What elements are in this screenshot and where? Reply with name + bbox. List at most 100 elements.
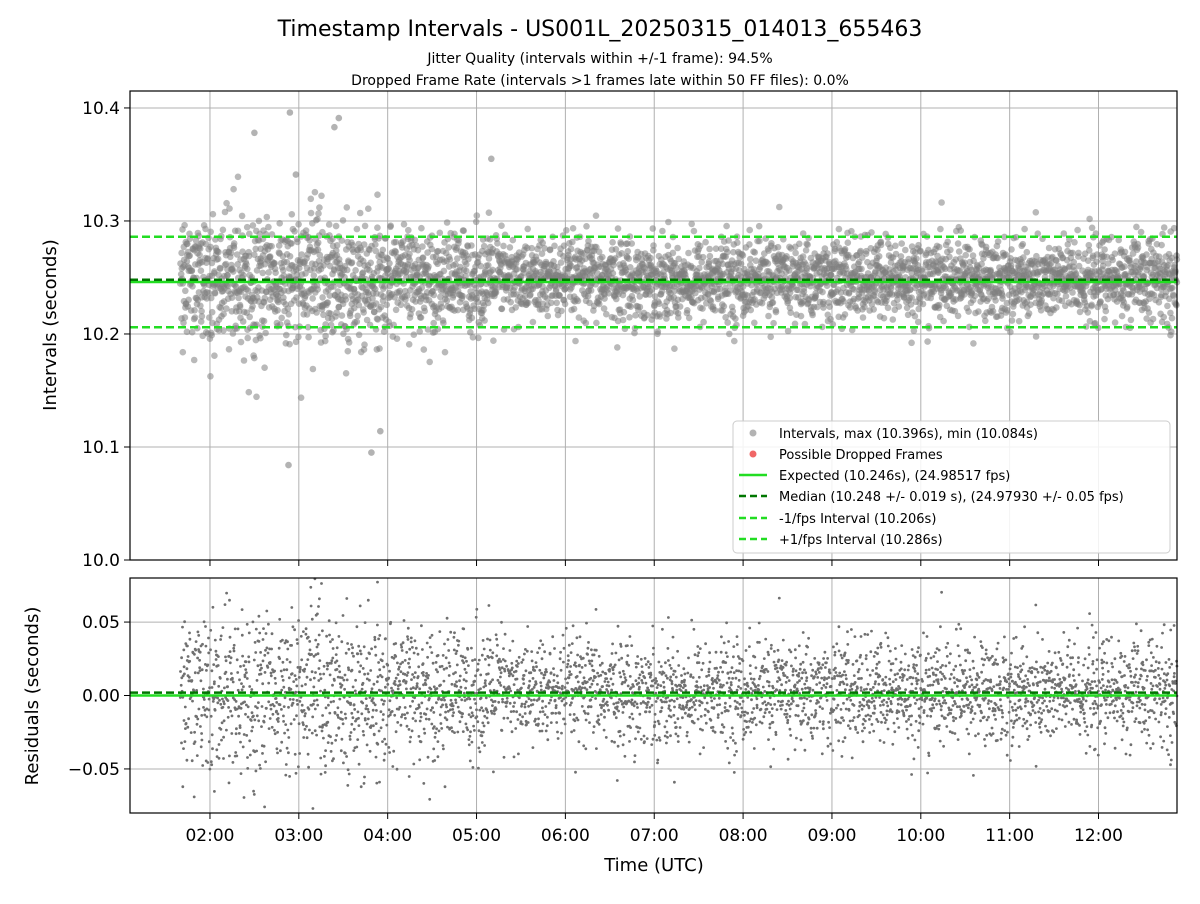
residual-point — [324, 764, 327, 767]
residual-point — [348, 773, 351, 776]
residual-point — [376, 743, 379, 746]
residual-point — [242, 746, 245, 749]
interval-point — [1086, 247, 1093, 254]
residual-point — [321, 714, 324, 717]
residual-point — [211, 669, 214, 672]
interval-point — [842, 311, 849, 318]
interval-point — [626, 314, 633, 321]
interval-point — [796, 241, 803, 248]
residual-point — [188, 660, 191, 663]
residual-point — [187, 717, 190, 720]
interval-point — [244, 335, 251, 342]
residual-point — [248, 685, 251, 688]
interval-point — [246, 314, 253, 321]
residual-point — [222, 757, 225, 760]
interval-point — [700, 254, 707, 261]
residual-point — [308, 708, 311, 711]
residual-point — [240, 682, 243, 685]
residual-point — [312, 686, 315, 689]
residual-point — [267, 700, 270, 703]
interval-extreme-point — [287, 109, 294, 116]
interval-point — [1071, 239, 1078, 246]
residual-point — [398, 680, 401, 683]
residual-point — [245, 734, 248, 737]
interval-point — [628, 240, 635, 247]
interval-point — [490, 337, 497, 344]
residual-point — [365, 704, 368, 707]
residual-point — [229, 710, 232, 713]
residual-point — [387, 677, 390, 680]
interval-point — [208, 332, 215, 339]
residual-point — [306, 736, 309, 739]
residual-point — [350, 731, 353, 734]
interval-point — [1150, 316, 1157, 323]
residual-point — [230, 732, 233, 735]
interval-point — [773, 309, 780, 316]
residual-point — [298, 670, 301, 673]
interval-point — [734, 239, 741, 246]
residual-point — [212, 700, 215, 703]
residual-point — [345, 652, 348, 655]
residual-point — [294, 753, 297, 756]
residual-point — [405, 680, 408, 683]
interval-point — [826, 303, 833, 310]
residual-point — [311, 618, 314, 621]
residual-point — [361, 688, 364, 691]
interval-point — [970, 340, 977, 347]
interval-point — [339, 237, 346, 244]
interval-point — [1128, 317, 1135, 324]
residual-point — [407, 671, 410, 674]
residual-point — [210, 760, 213, 763]
residual-point — [357, 711, 360, 714]
intervals-y-axis-label: Intervals (seconds) — [40, 239, 61, 411]
residual-point — [290, 644, 293, 647]
interval-point — [962, 252, 969, 259]
interval-point — [785, 328, 792, 335]
interval-point — [226, 346, 233, 353]
residual-point — [374, 703, 377, 706]
interval-point — [770, 299, 777, 306]
interval-extreme-point — [293, 171, 300, 178]
residual-point — [247, 705, 250, 708]
interval-point — [1086, 216, 1093, 223]
legend-label-dropped: Possible Dropped Frames — [779, 448, 943, 463]
residual-point — [318, 659, 321, 662]
interval-point — [333, 223, 340, 230]
residual-point — [303, 709, 306, 712]
interval-point — [1033, 333, 1040, 340]
residual-point — [257, 664, 260, 667]
residual-point — [302, 736, 305, 739]
residual-point — [380, 710, 383, 713]
residual-point — [326, 721, 329, 724]
residual-point — [412, 717, 415, 720]
interval-point — [295, 221, 302, 228]
interval-point — [230, 186, 237, 193]
residual-point — [233, 644, 236, 647]
residual-point — [425, 683, 428, 686]
residual-point — [224, 603, 227, 606]
residual-point — [317, 679, 320, 682]
residual-point — [254, 651, 257, 654]
residual-point — [319, 690, 322, 693]
residual-point — [228, 599, 231, 602]
residual-point — [435, 727, 438, 730]
residual-point — [196, 723, 199, 726]
interval-point — [318, 193, 325, 200]
interval-point — [189, 283, 196, 290]
residual-point — [241, 688, 244, 691]
interval-point — [189, 267, 196, 274]
residual-point — [307, 636, 310, 639]
residual-point — [357, 717, 360, 720]
interval-point — [319, 294, 326, 301]
residual-point — [381, 652, 384, 655]
residual-point — [381, 676, 384, 679]
residual-point — [219, 703, 222, 706]
interval-point — [207, 373, 214, 380]
residual-point — [369, 669, 372, 672]
interval-point — [1135, 244, 1142, 251]
residual-point — [260, 673, 263, 676]
interval-point — [362, 223, 369, 230]
residual-point — [270, 672, 273, 675]
residual-point — [332, 647, 335, 650]
residual-point — [229, 636, 232, 639]
